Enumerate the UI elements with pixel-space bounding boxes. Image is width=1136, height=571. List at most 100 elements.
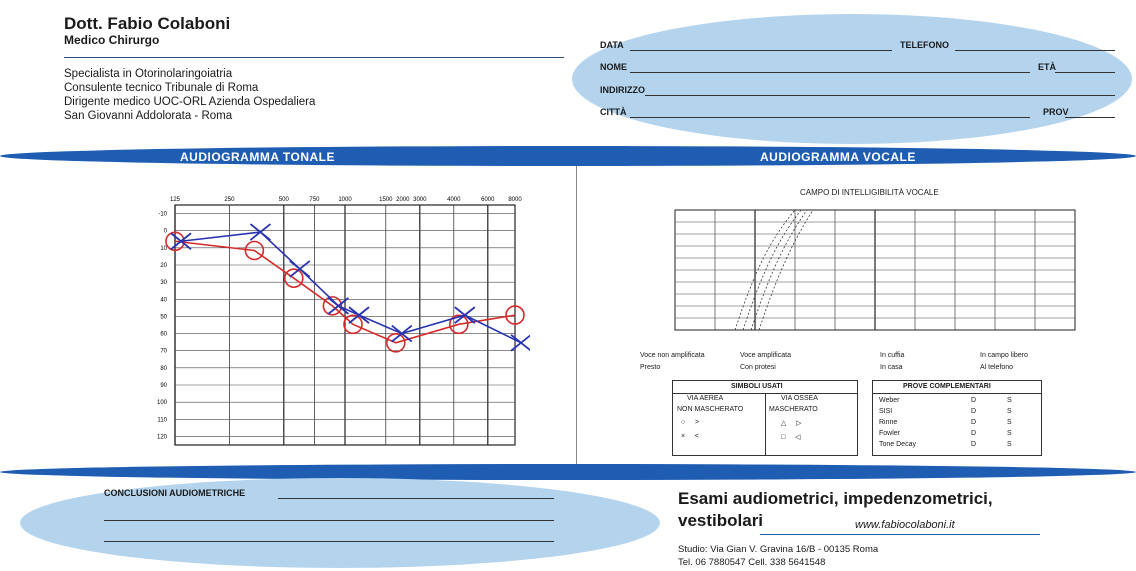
exam-title-line: Esami audiometrici, impedenzometrici,: [678, 489, 993, 508]
vocal-grid: [674, 209, 1076, 331]
tonal-db-labels: -10 0 10 20 30 40 50 60 70 80 90 100 110 120: [157, 212, 168, 441]
red-line: [174, 240, 516, 344]
red-point: [505, 305, 525, 325]
freq-tick-label: 8000: [508, 197, 522, 203]
prove-col-d: D: [971, 430, 977, 437]
telefono-field[interactable]: [955, 50, 1115, 51]
prove-row-label: Rinne: [879, 419, 898, 426]
address-line: Studio: Via Gian V. Gravina 16/B - 00135…: [678, 544, 879, 555]
red-series: [165, 231, 525, 353]
divider: [873, 393, 1041, 394]
db-tick-label: 70: [160, 349, 167, 355]
simboli-title: SIMBOLI USATI: [731, 383, 783, 390]
vocal-legend-item: Presto: [640, 364, 661, 371]
credential-line: Dirigente medico UOC-ORL Azienda Ospedal…: [64, 96, 316, 108]
tonal-title: AUDIOGRAMMA TONALE: [180, 150, 335, 164]
top-divider-line: [64, 57, 564, 58]
prove-box: PROVE COMPLEMENTARI Weber D S SISI D S Rinne D S…: [872, 380, 1042, 456]
eta-label: ETÀ: [1038, 62, 1056, 72]
conclusioni-line[interactable]: [104, 541, 554, 542]
speech-curve: [742, 209, 802, 331]
freq-tick-label: 2000: [396, 197, 410, 203]
prove-col-d: D: [971, 397, 977, 404]
blue-point: [348, 306, 370, 324]
vocal-audiogram: [674, 209, 1076, 331]
credential-line: San Giovanni Addolorata - Roma: [64, 110, 233, 122]
db-tick-label: 90: [160, 383, 167, 389]
prove-title: PROVE COMPLEMENTARI: [903, 383, 991, 390]
db-tick-label: 50: [160, 314, 167, 320]
simboli-header: VIA AEREA: [687, 395, 724, 402]
divider: [765, 393, 766, 455]
red-point: [448, 314, 469, 335]
credential-line: Specialista in Otorinolaringoiatria: [64, 68, 233, 80]
db-tick-label: 110: [157, 417, 167, 423]
address-line: Tel. 06 7880547 Cell. 338 5641548: [678, 557, 826, 568]
vocal-title: AUDIOGRAMMA VOCALE: [760, 150, 916, 164]
db-tick-label: 30: [160, 280, 167, 286]
nome-field[interactable]: [630, 72, 1030, 73]
simboli-sub: MASCHERATO: [769, 406, 818, 413]
data-field[interactable]: [630, 50, 892, 51]
db-tick-label: 100: [157, 400, 168, 406]
website[interactable]: www.fabiocolaboni.it: [855, 519, 955, 531]
db-tick-label: -10: [158, 212, 167, 218]
doctor-name: Dott. Fabio Colaboni: [64, 14, 231, 33]
vocal-legend-item: Al telefono: [980, 364, 1014, 371]
red-point: [284, 268, 304, 288]
freq-tick-label: 1000: [338, 197, 352, 203]
prove-col-s: S: [1007, 430, 1012, 437]
vocal-subtitle: CAMPO DI INTELLIGIBILITÀ VOCALE: [800, 188, 939, 197]
prov-field[interactable]: [1065, 117, 1115, 118]
blue-point: [454, 306, 476, 324]
simboli-header: VIA OSSEA: [781, 395, 818, 402]
blue-point: [510, 334, 530, 352]
red-point: [322, 296, 343, 316]
blue-point: [327, 297, 349, 315]
blue-point: [289, 260, 311, 278]
prove-col-d: D: [971, 441, 977, 448]
section-band: [0, 146, 1136, 166]
vocal-legend-item: Voce non amplificata: [640, 352, 705, 359]
conclusioni-line[interactable]: [104, 520, 554, 521]
prove-col-d: D: [971, 408, 977, 415]
prove-col-d: D: [971, 419, 977, 426]
speech-curve: [750, 209, 808, 331]
eta-field[interactable]: [1055, 72, 1115, 73]
blue-series: [170, 223, 530, 352]
freq-tick-label: 250: [224, 197, 235, 203]
telefono-label: TELEFONO: [900, 40, 949, 50]
indirizzo-field[interactable]: [645, 95, 1115, 96]
prove-col-s: S: [1007, 397, 1012, 404]
website-underline: [760, 534, 1040, 535]
freq-tick-label: 500: [279, 197, 290, 203]
vocal-legend-item: In cuffia: [880, 352, 905, 359]
simboli-sub: NON MASCHERATO: [677, 406, 744, 413]
tonal-audiogram: 125 250 500 750 1000 1500 2000 3000 4000 6000 8000…: [157, 197, 530, 446]
indirizzo-label: INDIRIZZO: [600, 85, 645, 95]
exam-title-line: vestibolari: [678, 511, 764, 530]
prove-row-label: SISI: [879, 408, 893, 415]
prov-label: PROV: [1043, 107, 1069, 117]
prove-row-label: Tone Decay: [879, 441, 916, 448]
speech-curve: [734, 209, 796, 331]
blue-point: [249, 223, 271, 241]
vocal-legend-item: In campo libero: [980, 352, 1028, 359]
red-point: [244, 240, 265, 261]
red-point: [385, 333, 406, 353]
db-tick-label: 60: [160, 332, 167, 338]
citta-field[interactable]: [630, 117, 1030, 118]
blue-point: [170, 232, 192, 250]
patient-form-oval: [572, 14, 1132, 144]
vocal-legend-item: Voce amplificata: [740, 352, 791, 359]
simboli-box: SIMBOLI USATI VIA AEREA VIA OSSEA NON MA…: [672, 380, 858, 456]
tonal-freq-labels: 125 250 500 750 1000 1500 2000 3000 4000 6000 8000: [170, 197, 522, 203]
speech-curve: [758, 209, 814, 331]
prove-col-s: S: [1007, 408, 1012, 415]
freq-tick-label: 1500: [379, 197, 393, 203]
db-tick-label: 40: [160, 297, 167, 303]
prove-col-s: S: [1007, 419, 1012, 426]
conclusioni-line[interactable]: [278, 498, 554, 499]
freq-tick-label: 3000: [413, 197, 427, 203]
prove-row-label: Weber: [879, 397, 900, 404]
